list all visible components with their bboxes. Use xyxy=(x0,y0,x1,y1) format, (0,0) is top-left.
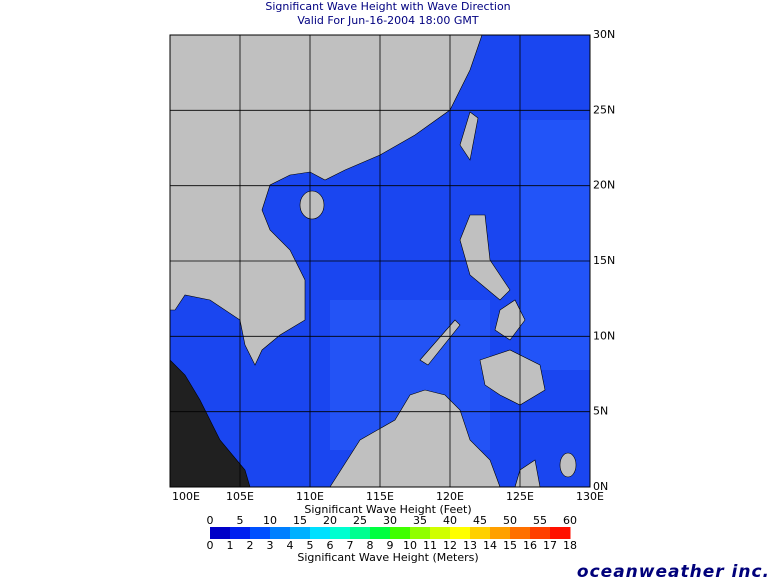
map-frame xyxy=(169,34,591,488)
luzon xyxy=(459,214,511,301)
feet-tick: 15 xyxy=(293,514,307,527)
colorbar-segment xyxy=(370,527,391,539)
lon-label: 115E xyxy=(366,490,394,503)
meters-tick: 5 xyxy=(307,539,314,552)
meters-tick: 10 xyxy=(403,539,417,552)
colorbar-segment xyxy=(450,527,471,539)
feet-tick: 30 xyxy=(383,514,397,527)
colorbar-segment xyxy=(330,527,351,539)
feet-tick: 60 xyxy=(563,514,577,527)
map xyxy=(169,34,591,488)
meters-tick: 13 xyxy=(463,539,477,552)
taiwan xyxy=(459,111,479,161)
lon-label: 120E xyxy=(436,490,464,503)
title: Significant Wave Height with Wave Direct… xyxy=(265,0,510,13)
feet-title: Significant Wave Height (Feet) xyxy=(304,503,471,516)
meters-tick: 17 xyxy=(543,539,557,552)
mindanao xyxy=(479,349,546,406)
lon-label: 125E xyxy=(506,490,534,503)
feet-tick: 5 xyxy=(237,514,244,527)
meters-tick: 2 xyxy=(247,539,254,552)
meters-tick: 12 xyxy=(443,539,457,552)
meters-tick: 11 xyxy=(423,539,437,552)
feet-tick: 20 xyxy=(323,514,337,527)
feet-tick: 40 xyxy=(443,514,457,527)
lat-label: 20N xyxy=(593,179,615,192)
lon-label: 110E xyxy=(296,490,324,503)
lon-label: 130E xyxy=(576,490,604,503)
colorbar-segment xyxy=(430,527,451,539)
feet-tick: 55 xyxy=(533,514,547,527)
colorbar-segment xyxy=(510,527,531,539)
meters-title: Significant Wave Height (Meters) xyxy=(297,551,478,564)
colorbar-segment xyxy=(250,527,271,539)
graticule xyxy=(170,35,590,487)
colorbar-segment xyxy=(470,527,491,539)
subtitle: Valid For Jun-16-2004 18:00 GMT xyxy=(297,14,479,27)
lat-label: 0N xyxy=(593,480,608,493)
colorbar-segment xyxy=(390,527,411,539)
colorbar-segment xyxy=(230,527,251,539)
lon-label: 105E xyxy=(226,490,254,503)
meters-tick: 15 xyxy=(503,539,517,552)
colorbar-segment xyxy=(210,527,231,539)
meters-tick: 6 xyxy=(327,539,334,552)
colorbar-segment xyxy=(290,527,311,539)
visayas xyxy=(494,299,526,341)
colorbar-segment xyxy=(530,527,551,539)
feet-tick: 10 xyxy=(263,514,277,527)
lat-label: 25N xyxy=(593,103,615,116)
meters-tick: 8 xyxy=(367,539,374,552)
meters-tick: 4 xyxy=(287,539,294,552)
feet-tick: 50 xyxy=(503,514,517,527)
colorbar-segment xyxy=(550,527,571,539)
hainan xyxy=(299,190,325,220)
meters-tick: 3 xyxy=(267,539,274,552)
lat-label: 5N xyxy=(593,405,608,418)
feet-tick: 45 xyxy=(473,514,487,527)
borneo xyxy=(329,389,501,488)
feet-tick: 25 xyxy=(353,514,367,527)
meters-tick: 9 xyxy=(387,539,394,552)
lat-label: 30N xyxy=(593,28,615,41)
colorbar: 0 5 10 15 20 25 30 35 40 45 50 55 600 1 2 3 4 5 6 7 8 9 10 11 12… xyxy=(207,514,578,552)
sea-shade xyxy=(520,120,590,370)
land xyxy=(169,34,577,488)
meters-tick: 7 xyxy=(347,539,354,552)
meters-tick: 1 xyxy=(227,539,234,552)
lon-label: 100E xyxy=(172,490,200,503)
colorbar-segment xyxy=(310,527,331,539)
colorbar-segment xyxy=(270,527,291,539)
colorbar-segment xyxy=(410,527,431,539)
lat-label: 15N xyxy=(593,254,615,267)
meters-tick: 16 xyxy=(523,539,537,552)
feet-tick: 35 xyxy=(413,514,427,527)
colorbar-segment xyxy=(350,527,371,539)
feet-tick: 0 xyxy=(207,514,214,527)
lat-label: 10N xyxy=(593,329,615,342)
colorbar-segment xyxy=(490,527,511,539)
island xyxy=(559,452,577,478)
meters-tick: 14 xyxy=(483,539,497,552)
logo: oceanweather inc. xyxy=(577,562,770,581)
mainland xyxy=(169,34,483,366)
meters-tick: 0 xyxy=(207,539,214,552)
meters-tick: 18 xyxy=(563,539,577,552)
